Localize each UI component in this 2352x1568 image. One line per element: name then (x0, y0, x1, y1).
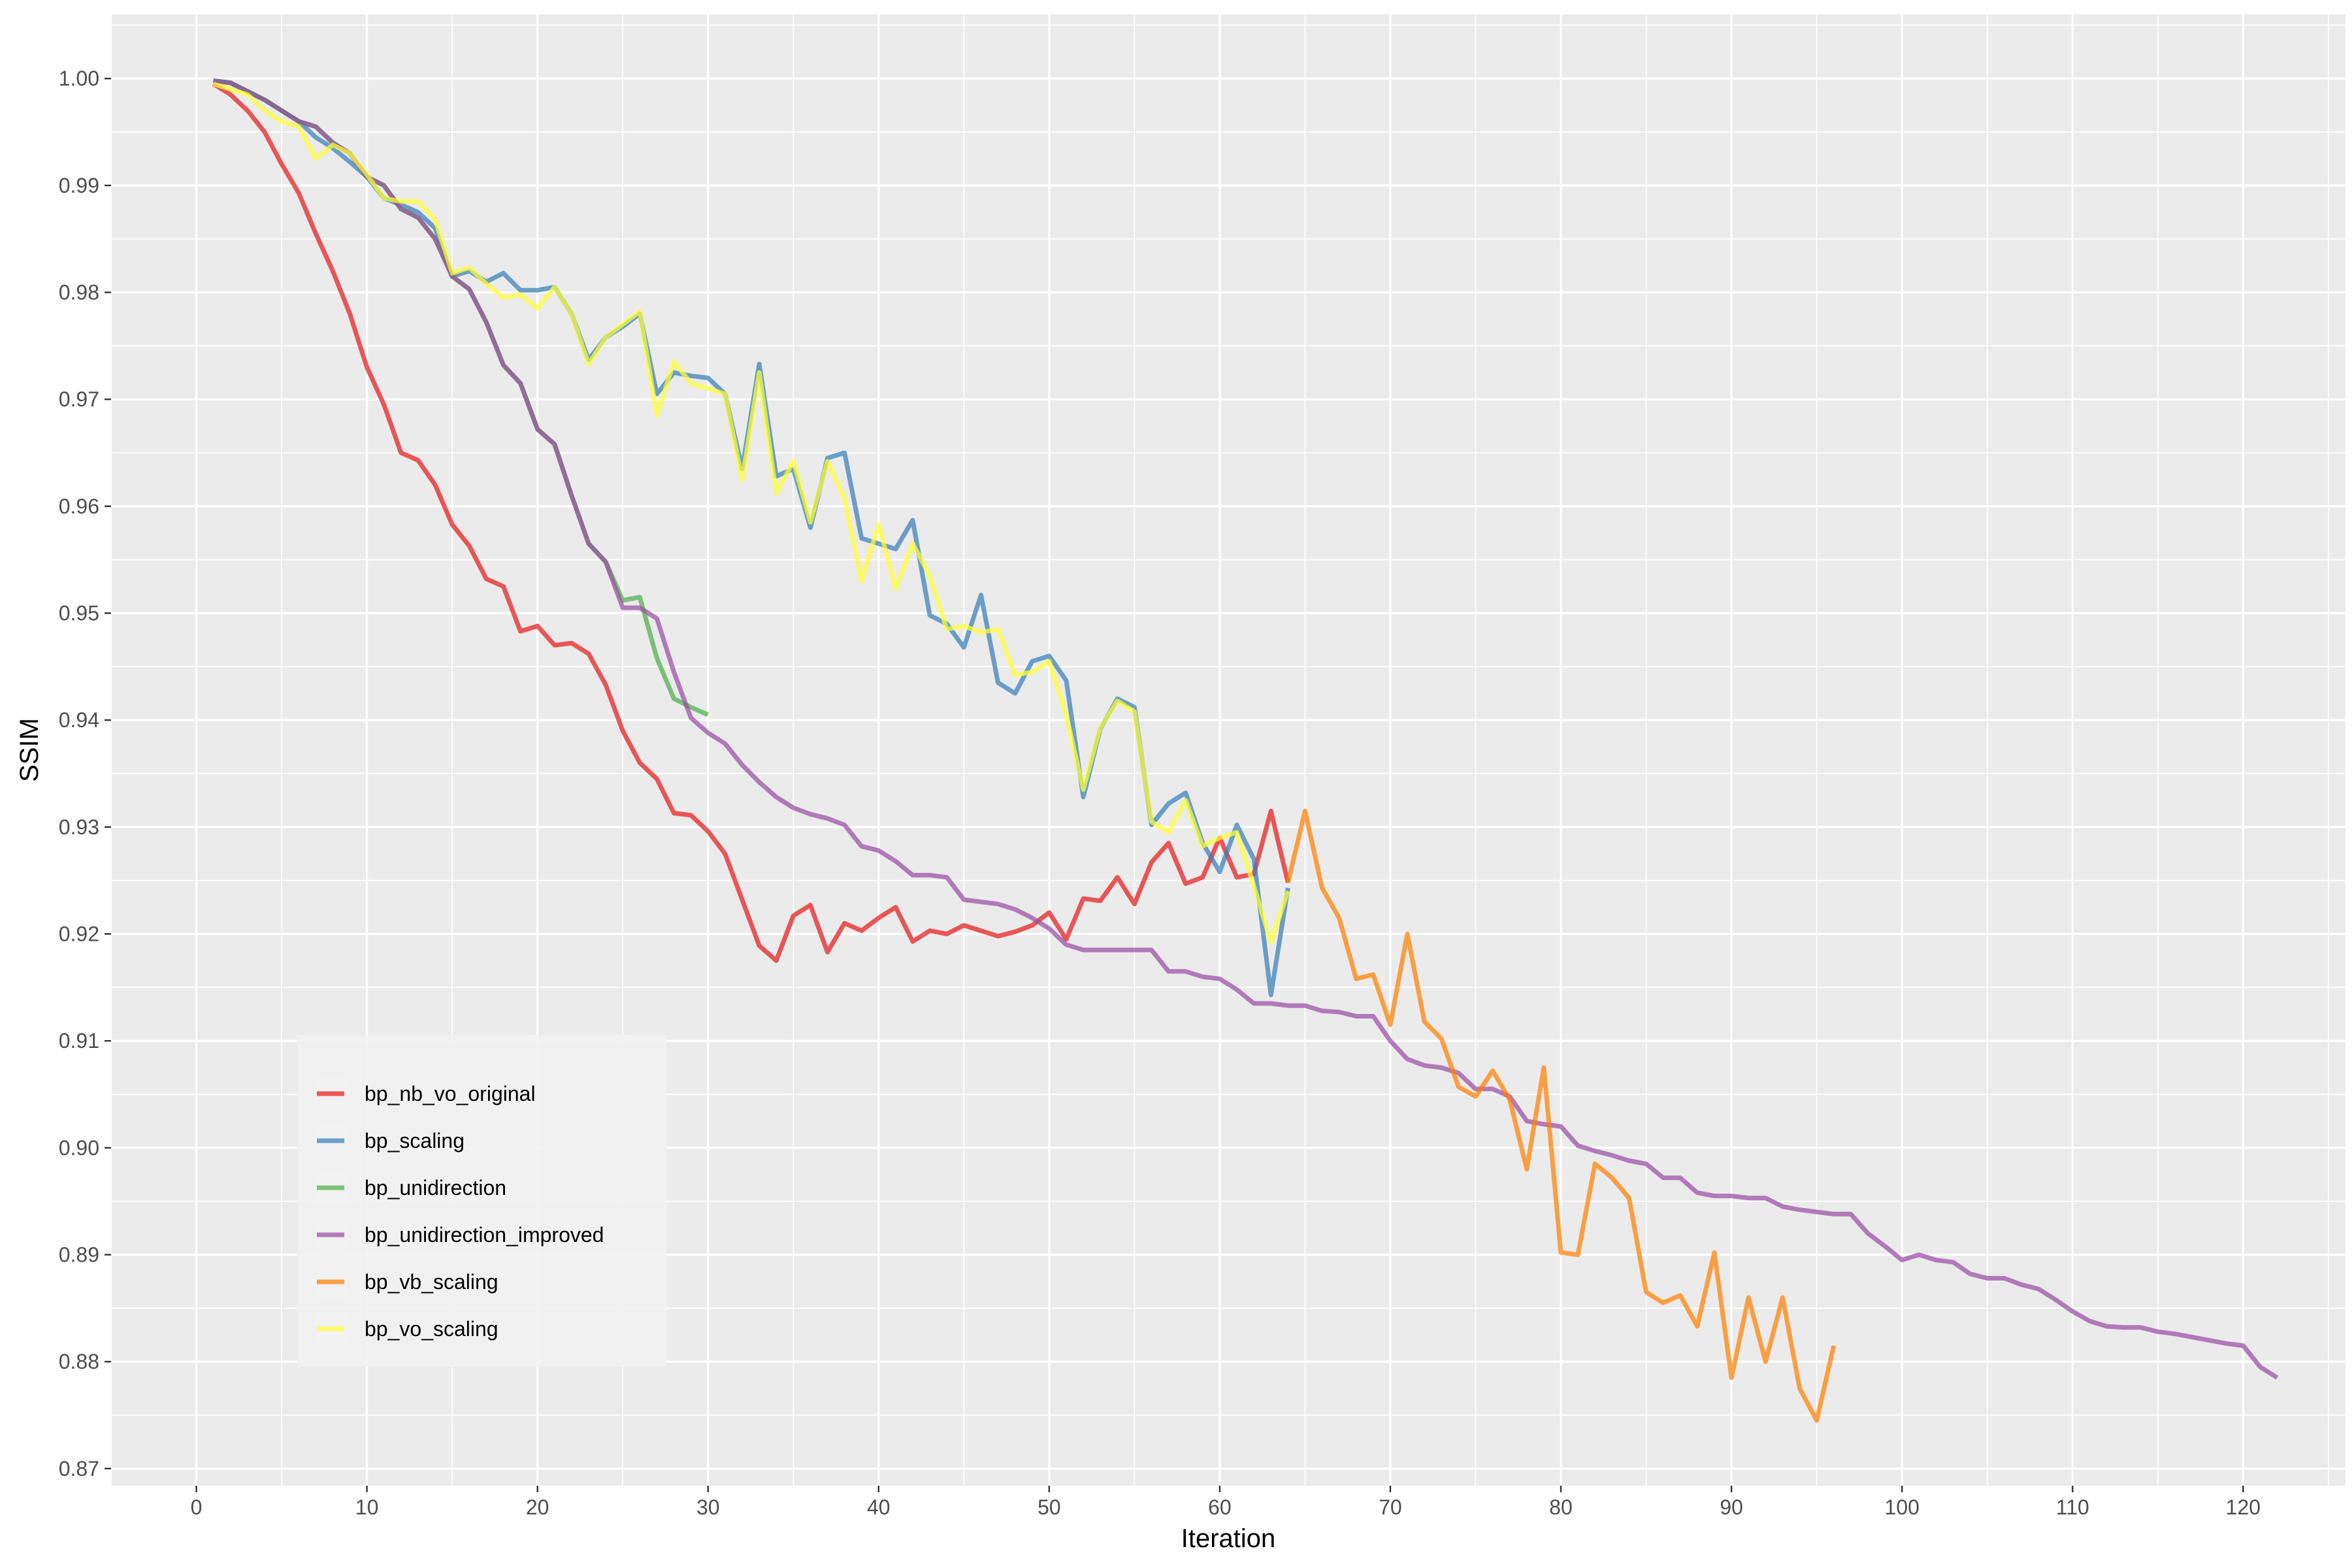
legend-label-bp_unidirection: bp_unidirection (365, 1176, 506, 1200)
y-tick-label: 0.97 (59, 387, 99, 411)
series-line-bp_vb_scaling (1285, 808, 1837, 1423)
x-tick-label: 110 (2056, 1495, 2089, 1519)
y-tick-label: 0.87 (59, 1457, 99, 1480)
y-tick-label: 0.93 (59, 815, 99, 839)
minor-gridlines (110, 14, 2345, 1486)
x-tick-label: 10 (355, 1495, 379, 1519)
series-lines (212, 78, 2279, 1423)
x-tick-label: 20 (526, 1495, 549, 1519)
x-axis-title: Iteration (1181, 1524, 1276, 1553)
y-tick-label: 0.88 (59, 1350, 99, 1373)
y-axis-title: SSIM (15, 718, 44, 782)
y-tick-label: 0.91 (59, 1029, 99, 1053)
x-tick-label: 0 (191, 1495, 203, 1519)
x-tick-label: 40 (867, 1495, 890, 1519)
legend-label-bp_unidirection_improved: bp_unidirection_improved (365, 1223, 604, 1247)
y-tick-label: 0.90 (59, 1136, 99, 1160)
y-axis-ticks: 0.87 0.88 0.89 0.90 0.91 0.92 0.93 0.94 0.95 0.96… (59, 67, 111, 1480)
y-tick-label: 1.00 (59, 67, 99, 90)
x-tick-label: 30 (696, 1495, 720, 1519)
legend-items: bp_nb_vo_original bp_scaling bp_unidirecti… (314, 1077, 604, 1346)
y-tick-label: 0.92 (59, 923, 99, 946)
y-tick-label: 0.94 (59, 708, 99, 732)
x-tick-label: 100 (1885, 1495, 1919, 1519)
legend: bp_nb_vo_original bp_scaling bp_unidirecti… (297, 1035, 666, 1367)
x-tick-label: 50 (1037, 1495, 1061, 1519)
legend-label-bp_nb_vo_original: bp_nb_vo_original (365, 1082, 536, 1105)
x-axis-ticks: 0 10 20 30 40 50 60 70 80 90 100 110 120 (191, 1486, 2261, 1519)
x-tick-label: 80 (1549, 1495, 1573, 1519)
legend-background (297, 1035, 666, 1367)
y-tick-label: 0.99 (59, 174, 99, 197)
y-tick-label: 0.98 (59, 281, 99, 304)
series-line-bp_vo_scaling (212, 82, 1290, 945)
y-tick-label: 0.89 (59, 1243, 99, 1266)
x-tick-label: 60 (1208, 1495, 1232, 1519)
x-tick-label: 70 (1379, 1495, 1402, 1519)
legend-label-bp_vo_scaling: bp_vo_scaling (365, 1317, 498, 1341)
x-tick-label: 120 (2226, 1495, 2261, 1519)
series-line-bp_nb_vo_original (212, 82, 1290, 963)
x-tick-label: 90 (1720, 1495, 1743, 1519)
y-tick-label: 0.96 (59, 495, 99, 518)
legend-label-bp_scaling: bp_scaling (365, 1129, 465, 1152)
major-gridlines (111, 14, 2345, 1486)
legend-label-bp_vb_scaling: bp_vb_scaling (365, 1270, 498, 1294)
series-line-bp_unidirection_improved (213, 78, 2279, 1380)
y-tick-label: 0.95 (59, 602, 99, 625)
